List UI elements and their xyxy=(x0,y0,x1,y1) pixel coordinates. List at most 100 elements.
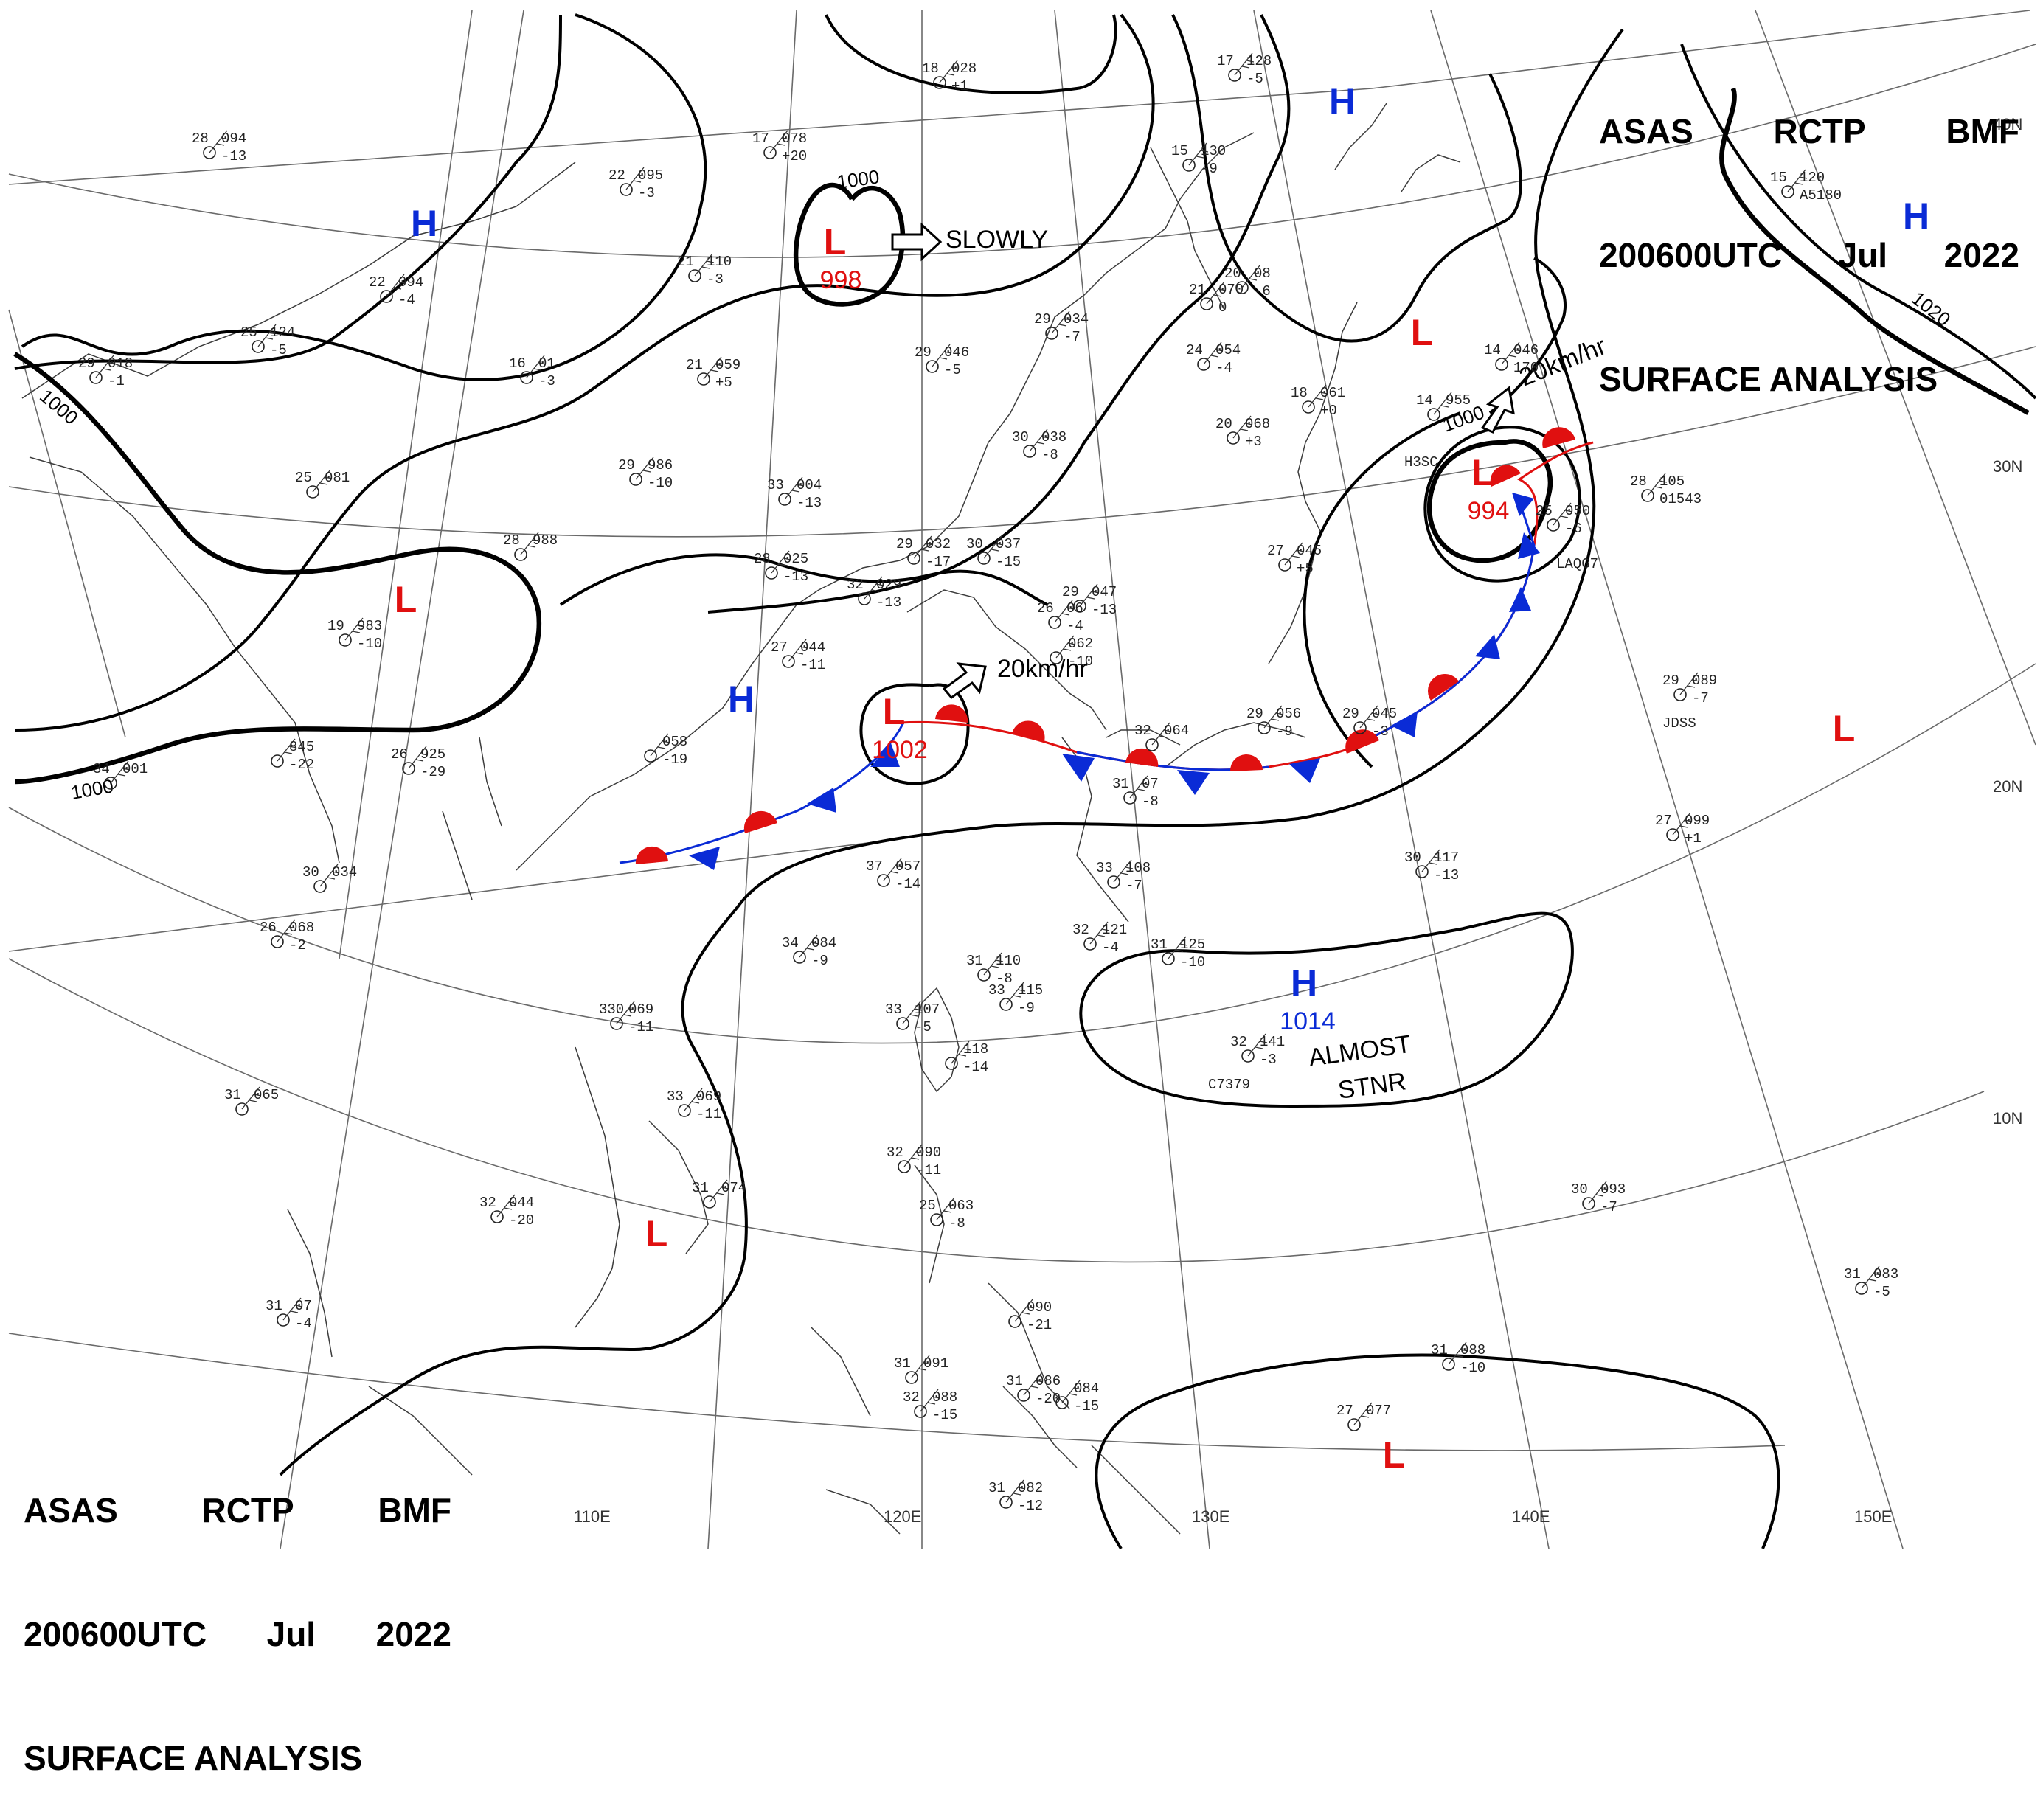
station-pressure: 845 xyxy=(289,739,314,755)
station-tendency: -5 xyxy=(1873,1284,1890,1300)
wind-barb-icon xyxy=(1232,415,1253,439)
station-tendency: -10 xyxy=(1460,1360,1485,1376)
station-plot: 34 001 xyxy=(93,760,148,790)
station-temp: 21 xyxy=(677,254,694,270)
station-pressure: 955 xyxy=(1446,392,1471,409)
station-tendency: -7 xyxy=(1064,329,1081,345)
station-pressure: 045 xyxy=(1372,706,1397,722)
coastlines xyxy=(21,103,1461,1535)
header-time: 200600UTC xyxy=(24,1615,207,1653)
wind-barb-icon xyxy=(616,1001,637,1024)
station-pressure: 130 xyxy=(1201,143,1226,159)
station-pressure: 062 xyxy=(1068,636,1093,652)
wind-barb-icon xyxy=(277,919,297,942)
station-pressure: 047 xyxy=(1092,584,1117,600)
station-circle-icon xyxy=(898,1160,911,1173)
station-temp: 14 xyxy=(1416,392,1433,409)
stnr-label: STNR xyxy=(1336,1067,1408,1105)
station-circle-icon xyxy=(1008,1315,1022,1328)
station-temp: 30 xyxy=(966,536,983,552)
station-plot: 14 046 170 xyxy=(1484,341,1539,376)
station-tendency: 170 xyxy=(1513,360,1539,376)
station-tendency: -14 xyxy=(963,1059,988,1075)
station-temp: 30 xyxy=(1012,429,1029,445)
station-circle-icon xyxy=(1855,1282,1868,1295)
lon-label-150e: 150E xyxy=(1854,1507,1892,1526)
station-circle-icon xyxy=(1781,185,1794,198)
wind-barb-icon xyxy=(771,550,791,574)
lon-label-130e: 130E xyxy=(1192,1507,1229,1526)
station-plot: 845-22 xyxy=(271,738,314,773)
station-tendency: -15 xyxy=(996,554,1021,570)
station-temp: 26 xyxy=(391,746,408,763)
high-pressure-center: H xyxy=(411,203,437,244)
station-pressure: 110 xyxy=(707,254,732,270)
station-temp: 26 xyxy=(1037,600,1054,616)
wind-barb-icon xyxy=(386,274,406,297)
station-temp: 29 xyxy=(78,355,95,372)
high-pressure-center: H xyxy=(1329,81,1356,122)
station-pressure: 093 xyxy=(1600,1181,1626,1198)
station-tendency: -20 xyxy=(509,1212,534,1229)
wind-barb-icon xyxy=(1672,812,1693,836)
station-pressure: 07 xyxy=(1142,776,1159,792)
station-temp: 24 xyxy=(1186,342,1203,358)
wind-barb-icon xyxy=(883,858,903,881)
station-plot: 25 050 -6 xyxy=(1536,502,1590,537)
station-temp: 31 xyxy=(692,1180,709,1196)
header-year: 2022 xyxy=(375,1615,451,1653)
wind-barb-icon xyxy=(241,1086,262,1110)
station-temp: 33 xyxy=(1096,860,1113,876)
wind-barb-icon xyxy=(1861,1265,1881,1289)
station-plot: 33 115 -9 xyxy=(988,982,1043,1016)
station-pressure: 108 xyxy=(1125,860,1151,876)
wind-barb-icon xyxy=(1051,310,1072,334)
station-circle-icon xyxy=(1107,875,1120,889)
station-pressure: 099 xyxy=(1685,813,1710,829)
station-circle-icon xyxy=(1145,738,1159,751)
station-tendency: -5 xyxy=(1246,71,1263,87)
station-tendency: -14 xyxy=(895,876,920,892)
station-plot: 20 08-6 xyxy=(1224,265,1271,299)
wind-barb-icon xyxy=(709,1179,729,1203)
station-circle-icon xyxy=(977,968,991,982)
station-temp: 31 xyxy=(1112,776,1129,792)
station-temp: 31 xyxy=(1844,1266,1861,1282)
station-temp: 32 xyxy=(1230,1034,1247,1050)
wind-barb-icon xyxy=(1588,1181,1609,1204)
station-circle-icon xyxy=(402,762,415,775)
station-tendency: +1 xyxy=(951,78,968,94)
station-plot: 27 077 xyxy=(1336,1402,1391,1431)
station-circle-icon xyxy=(104,777,117,790)
station-plot: 31 065 xyxy=(224,1086,279,1116)
station-temp: 17 xyxy=(1217,53,1234,69)
station-plot: 330 069-11 xyxy=(599,1001,653,1035)
station-plot: 17 128 -5 xyxy=(1217,52,1272,87)
station-plot: 29 089-7 xyxy=(1662,672,1717,706)
station-temp: 29 xyxy=(618,457,635,473)
station-circle-icon xyxy=(1582,1197,1595,1210)
station-plot: 27 099+1 xyxy=(1655,812,1710,847)
slowly-label: SLOWLY xyxy=(946,226,1048,254)
station-pressure: 074 xyxy=(721,1180,746,1196)
station-tendency: -4 xyxy=(295,1316,312,1332)
station-plot: 118-14 xyxy=(945,1041,988,1075)
wind-barb-icon xyxy=(1014,1299,1035,1322)
low-pressure-center: L xyxy=(883,691,906,732)
wind-barb-icon xyxy=(784,476,805,500)
cold-front-marks xyxy=(689,493,1540,870)
wind-barb-icon xyxy=(1005,1479,1026,1503)
station-plot: 058-19 xyxy=(644,733,687,768)
station-temp: 33 xyxy=(885,1001,902,1018)
wind-barb-icon xyxy=(1421,849,1442,872)
station-temp: 26 xyxy=(260,920,277,936)
station-plot: 25 081 xyxy=(295,469,350,499)
station-plot: 30 034 xyxy=(302,864,357,893)
station-temp: 15 xyxy=(1171,143,1188,159)
station-plot: 32 064 xyxy=(1134,722,1189,751)
station-pressure: 069 xyxy=(696,1088,721,1105)
wind-barb-icon xyxy=(703,356,724,380)
header-title: SURFACE ANALYSIS xyxy=(24,1739,363,1777)
station-circle-icon xyxy=(1055,1396,1069,1409)
